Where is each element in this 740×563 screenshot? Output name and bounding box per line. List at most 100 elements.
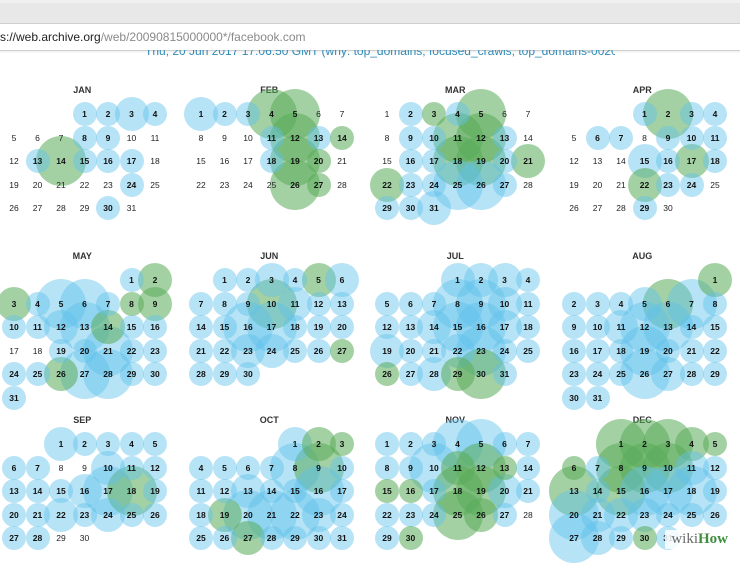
calendar-day[interactable]: 30 (313, 533, 324, 543)
calendar-day[interactable]: 13 (405, 322, 416, 332)
calendar-day[interactable]: 23 (663, 179, 673, 190)
calendar-day[interactable]: 14 (103, 322, 113, 332)
calendar-day[interactable]: 21 (523, 156, 533, 166)
calendar-day[interactable]: 2 (571, 298, 577, 309)
calendar-day[interactable]: 19 (710, 486, 720, 496)
calendar-day[interactable]: 28 (592, 533, 603, 543)
calendar-day[interactable]: 13 (79, 322, 90, 332)
calendar-day[interactable]: 22 (290, 509, 300, 520)
calendar-day[interactable]: 28 (32, 533, 43, 543)
calendar-day[interactable]: 24 (126, 179, 137, 190)
calendar-day[interactable]: 3 (105, 439, 111, 449)
calendar-day[interactable]: 15 (79, 156, 90, 166)
calendar-day[interactable]: 15 (639, 156, 650, 166)
calendar-day[interactable]: 3 (595, 298, 600, 309)
calendar-day[interactable]: 30 (405, 203, 416, 213)
calendar-day[interactable]: 24 (337, 509, 347, 520)
calendar-day[interactable]: 23 (639, 509, 650, 520)
calendar-day[interactable]: 2 (82, 439, 87, 449)
calendar-day[interactable]: 30 (639, 533, 650, 543)
calendar-day[interactable]: 17 (592, 345, 603, 356)
calendar-day[interactable]: 4 (689, 439, 694, 449)
calendar-day[interactable]: 17 (429, 156, 439, 166)
calendar-day[interactable]: 1 (384, 439, 390, 449)
calendar-day[interactable]: 30 (103, 203, 113, 213)
calendar-day[interactable]: 8 (712, 298, 718, 309)
calendar-day[interactable]: 9 (408, 462, 413, 473)
calendar-day[interactable]: 11 (616, 322, 626, 332)
calendar-day[interactable]: 3 (431, 109, 437, 119)
calendar-day[interactable]: 22 (56, 509, 66, 520)
calendar-day[interactable]: 1 (198, 109, 204, 119)
calendar-day[interactable]: 20 (79, 345, 90, 356)
calendar-day[interactable]: 10 (686, 132, 697, 143)
calendar-day[interactable]: 2 (245, 275, 251, 285)
address-bar[interactable]: s://web.archive.org/web/20090815000000*/… (0, 24, 740, 51)
calendar-day[interactable]: 27 (79, 369, 90, 379)
calendar-day[interactable]: 18 (196, 509, 206, 520)
calendar-day[interactable]: 13 (9, 486, 19, 496)
calendar-day[interactable]: 3 (245, 109, 251, 119)
calendar-day[interactable]: 6 (245, 462, 251, 473)
calendar-day[interactable]: 5 (222, 462, 227, 473)
calendar-day[interactable]: 16 (313, 486, 324, 496)
calendar-day[interactable]: 28 (196, 369, 206, 379)
calendar-day[interactable]: 22 (639, 179, 650, 190)
calendar-day[interactable]: 23 (569, 369, 579, 379)
calendar-day[interactable]: 12 (56, 322, 66, 332)
calendar-day[interactable]: 22 (616, 509, 626, 520)
calendar-day[interactable]: 29 (219, 369, 230, 379)
calendar-day[interactable]: 13 (313, 132, 324, 143)
calendar-day[interactable]: 24 (103, 509, 113, 520)
calendar-day[interactable]: 10 (266, 298, 277, 309)
calendar-day[interactable]: 24 (9, 369, 19, 379)
calendar-day[interactable]: 21 (266, 509, 277, 520)
calendar-day[interactable]: 26 (476, 179, 486, 190)
calendar-day[interactable]: 17 (266, 322, 277, 332)
calendar-day[interactable]: 17 (103, 486, 113, 496)
calendar-day[interactable]: 13 (569, 486, 579, 496)
calendar-day[interactable]: 12 (290, 132, 300, 143)
calendar-day[interactable]: 25 (32, 369, 43, 379)
calendar-day[interactable]: 21 (429, 345, 439, 356)
address-bar-url[interactable]: s://web.archive.org/web/20090815000000*/… (0, 30, 306, 44)
calendar-day[interactable]: 20 (313, 156, 324, 166)
calendar-day[interactable]: 12 (639, 322, 650, 332)
calendar-day[interactable]: 11 (710, 132, 720, 143)
calendar-day[interactable]: 4 (712, 109, 718, 119)
calendar-day[interactable]: 22 (126, 345, 137, 356)
calendar-day[interactable]: 16 (639, 486, 650, 496)
calendar-day[interactable]: 14 (32, 486, 43, 496)
calendar-day[interactable]: 3 (269, 275, 274, 285)
calendar-day[interactable]: 28 (429, 369, 439, 379)
calendar-day[interactable]: 15 (219, 322, 230, 332)
calendar-day[interactable]: 11 (33, 322, 42, 332)
calendar-day[interactable]: 4 (525, 275, 531, 285)
calendar-day[interactable]: 12 (476, 132, 486, 143)
calendar-day[interactable]: 2 (408, 109, 413, 119)
calendar-day[interactable]: 2 (408, 439, 413, 449)
calendar-day[interactable]: 8 (292, 462, 298, 473)
calendar-day[interactable]: 11 (453, 462, 462, 473)
calendar-day[interactable]: 20 (243, 509, 253, 520)
calendar-day[interactable]: 16 (476, 322, 486, 332)
calendar-day[interactable]: 9 (642, 462, 647, 473)
calendar-day[interactable]: 30 (405, 533, 416, 543)
calendar-day[interactable]: 4 (455, 439, 460, 449)
calendar-day[interactable]: 6 (339, 275, 345, 285)
calendar-day[interactable]: 29 (382, 533, 392, 543)
calendar-day[interactable]: 4 (35, 298, 40, 309)
calendar-day[interactable]: 20 (499, 486, 510, 496)
calendar-day[interactable]: 24 (499, 345, 510, 356)
calendar-day[interactable]: 9 (316, 462, 321, 473)
calendar-day[interactable]: 28 (266, 533, 277, 543)
calendar-day[interactable]: 31 (337, 533, 347, 543)
calendar-day[interactable]: 23 (313, 509, 324, 520)
calendar-day[interactable]: 28 (686, 369, 697, 379)
calendar-day[interactable]: 2 (665, 109, 671, 119)
calendar-day[interactable]: 16 (405, 156, 416, 166)
calendar-day[interactable]: 17 (126, 156, 137, 166)
calendar-day[interactable]: 30 (243, 369, 253, 379)
calendar-day[interactable]: 13 (243, 486, 253, 496)
calendar-day[interactable]: 8 (222, 298, 227, 309)
